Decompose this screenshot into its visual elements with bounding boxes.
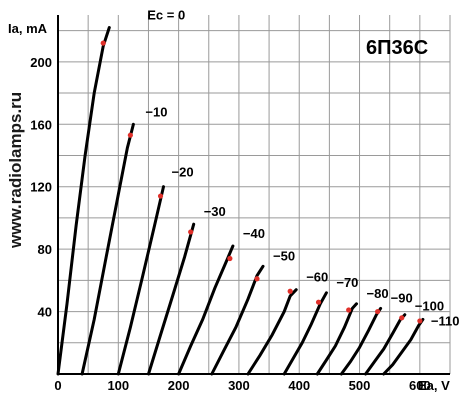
x-tick-label: 400 [288,378,310,393]
characteristic-curve [147,222,196,376]
characteristic-curve [116,185,165,376]
operating-point-marker [417,318,423,324]
y-axis-label: Ia, mA [8,21,48,36]
operating-point-marker [315,299,322,305]
grid-voltage-label: −30 [204,204,226,219]
operating-point-marker [227,255,233,262]
operating-point-marker [399,315,405,321]
operating-point-marker [157,193,164,199]
grid-voltage-label: −100 [415,299,444,314]
characteristic-curve [246,288,298,376]
y-tick-label: 40 [38,305,52,320]
grid-voltage-label: Ec = 0 [147,7,185,22]
operating-point-marker [287,288,293,294]
characteristic-curve [177,244,235,376]
grid-voltage-label: −20 [172,165,194,180]
operating-point-marker [127,132,133,138]
curves [56,26,425,376]
y-tick-label: 120 [30,180,52,195]
x-axis-label: Ea, V [418,378,450,393]
tube-model-label: 6П36С [366,37,428,59]
grid [58,15,451,374]
grid-voltage-label: −70 [336,275,358,290]
characteristic-curve [315,302,358,376]
grid-voltage-label: −110 [431,313,460,328]
operating-point-marker [346,307,352,313]
characteristic-curve [382,317,425,376]
operating-point-marker [100,40,106,46]
labels: 0 100 200 300 400 500 600 40 80 120 160 200 Ec = 0 −1… [30,7,459,393]
y-tick-label: 160 [30,117,52,132]
characteristic-curve [282,291,328,376]
y-tick-label: 80 [38,242,52,257]
grid-voltage-label: −40 [243,226,265,241]
grid-voltage-label: −10 [145,104,167,119]
grid-voltage-label: −90 [391,290,413,305]
characteristic-curve [210,264,265,376]
grid-voltage-label: −60 [306,270,328,285]
grid-voltage-label: −50 [273,248,295,263]
operating-point-marker [188,229,194,235]
x-tick-label: 500 [349,378,371,393]
characteristic-curve [56,26,111,376]
operating-point-marker [375,308,381,315]
x-tick-label: 200 [168,378,190,393]
y-tick-label: 200 [30,55,52,70]
operating-point-marker [254,276,260,282]
x-tick-label: 600 [409,378,431,393]
characteristic-curve [80,122,135,376]
watermark-text: www.radiolamps.ru [6,92,25,249]
x-tick-label: 300 [228,378,250,393]
grid-voltage-label: −80 [367,286,389,301]
x-tick-label: 100 [107,378,129,393]
x-tick-label: 0 [54,378,61,393]
